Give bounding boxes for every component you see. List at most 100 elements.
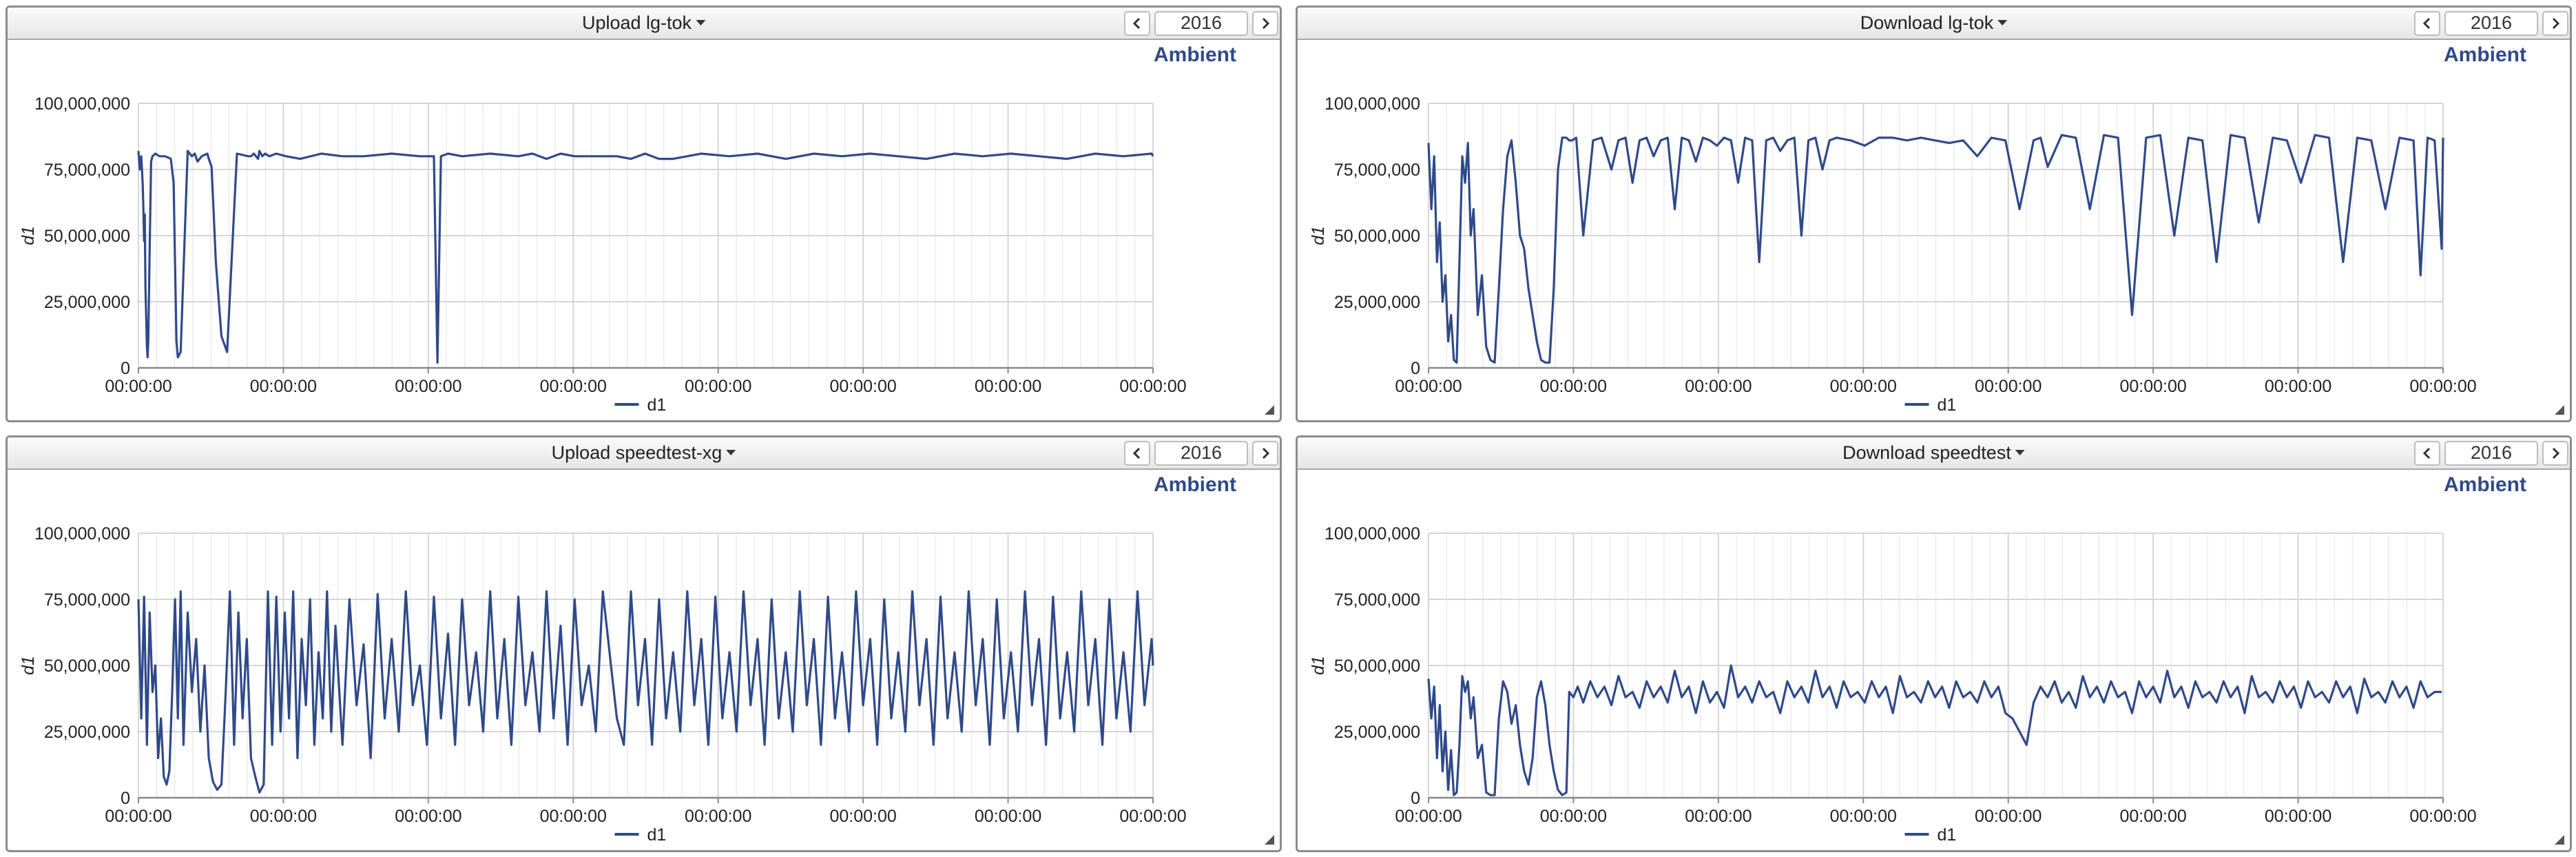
x-tick-label: 00:00:00 [250,807,317,826]
prev-year-button[interactable] [1124,10,1150,36]
prev-year-button[interactable] [2414,10,2440,36]
brand-logo: Ambient [1154,43,1236,66]
y-tick-label: 50,000,000 [44,227,130,246]
chart-panel-upload-lg-tok: Upload lg-tok Ambient 0 25,000,000 50,000,… [6,6,1282,422]
series-line-d1 [1427,664,2442,796]
panel-title: Download speedtest [1842,442,2011,463]
y-tick-label: 0 [1411,789,1420,808]
y-tick-label: 50,000,000 [1334,227,1420,246]
y-axis-label: d1 [19,656,38,675]
legend-label-d1: d1 [1938,395,1957,415]
year-navigation [2414,10,2568,36]
y-axis-label: d1 [1309,656,1328,675]
x-tick-label: 00:00:00 [685,377,751,396]
panel-header: Download speedtest [1298,437,2570,470]
y-tick-label: 75,000,000 [44,590,130,610]
panel-title-dropdown[interactable]: Download lg-tok [1860,8,2008,39]
chevron-right-icon [2552,17,2560,29]
year-input[interactable] [1154,10,1248,36]
x-tick-label: 00:00:00 [2119,377,2186,396]
x-tick-label: 00:00:00 [975,807,1041,826]
x-tick-label: 00:00:00 [2265,377,2331,396]
next-year-button[interactable] [2542,10,2568,36]
x-tick-label: 00:00:00 [250,377,317,396]
x-tick-label: 00:00:00 [1395,807,1462,826]
caret-down-icon [726,449,736,455]
x-tick-label: 00:00:00 [2409,377,2476,396]
brand-logo: Ambient [1154,473,1236,496]
next-year-button[interactable] [1252,10,1278,36]
brand-logo: Ambient [2444,473,2526,496]
x-tick-label: 00:00:00 [105,807,172,826]
chart-panel-upload-speedtest-xg: Upload speedtest-xg Ambient 0 25,000,000 5… [6,435,1282,852]
x-tick-label: 00:00:00 [540,377,607,396]
caret-down-icon [1997,19,2008,25]
year-navigation [1124,10,1278,36]
chart-panel-download-lg-tok: Download lg-tok Ambient 0 25,000,000 50,00… [1296,6,2572,422]
x-tick-label: 00:00:00 [1685,807,1752,826]
next-year-button[interactable] [2542,440,2568,466]
x-tick-label: 00:00:00 [395,377,461,396]
y-tick-label: 0 [1411,359,1420,378]
resize-handle[interactable] [1265,405,1274,415]
year-navigation [2414,440,2568,466]
series-line-d1 [137,590,1154,794]
prev-year-button[interactable] [1124,440,1150,466]
legend-label-d1: d1 [647,825,667,845]
resize-handle[interactable] [2555,405,2564,415]
x-tick-label: 00:00:00 [685,807,751,826]
y-tick-label: 0 [121,789,130,808]
x-tick-label: 00:00:00 [1540,807,1607,826]
y-tick-label: 25,000,000 [1334,723,1420,742]
panel-title: Upload lg-tok [581,12,692,33]
x-tick-label: 00:00:00 [1830,377,1897,396]
y-axis-label: d1 [19,226,38,245]
x-tick-label: 00:00:00 [975,377,1041,396]
x-tick-label: 00:00:00 [1540,377,1607,396]
resize-handle[interactable] [2555,835,2564,845]
series-line-d1 [1427,134,2444,364]
chevron-left-icon [2422,17,2431,29]
year-input[interactable] [1154,440,1248,466]
caret-down-icon [696,19,706,25]
x-tick-label: 00:00:00 [829,377,896,396]
caret-down-icon [2015,449,2025,455]
panel-title-dropdown[interactable]: Upload speedtest-xg [552,437,736,468]
y-tick-label: 100,000,000 [34,524,130,544]
x-tick-label: 00:00:00 [2265,807,2331,826]
chevron-left-icon [1132,447,1141,459]
brand-logo: Ambient [2444,43,2526,66]
y-tick-label: 75,000,000 [1334,590,1420,610]
line-chart: 0 25,000,000 50,000,000 75,000,000 100,000,0… [1309,94,2477,415]
panel-title-dropdown[interactable]: Download speedtest [1842,437,2025,468]
y-tick-label: 100,000,000 [1325,524,1420,544]
x-tick-label: 00:00:00 [1119,807,1186,826]
prev-year-button[interactable] [2414,440,2440,466]
line-chart: 0 25,000,000 50,000,000 75,000,000 100,000,0… [1309,524,2477,845]
y-tick-label: 100,000,000 [1325,94,1420,114]
x-tick-label: 00:00:00 [1975,807,2042,826]
resize-handle[interactable] [1265,835,1274,845]
y-tick-label: 25,000,000 [44,723,130,742]
y-tick-label: 0 [121,359,130,378]
y-tick-label: 25,000,000 [1334,293,1420,312]
x-tick-label: 00:00:00 [105,377,172,396]
panel-title-dropdown[interactable]: Upload lg-tok [581,8,706,39]
x-tick-label: 00:00:00 [2409,807,2476,826]
y-tick-label: 25,000,000 [44,293,130,312]
year-input[interactable] [2444,10,2538,36]
y-tick-label: 75,000,000 [44,161,130,180]
legend-label-d1: d1 [647,395,667,415]
chevron-right-icon [2552,447,2560,459]
x-tick-label: 00:00:00 [1685,377,1752,396]
x-tick-label: 00:00:00 [1395,377,1462,396]
chevron-left-icon [2422,447,2431,459]
panel-title: Download lg-tok [1860,12,1994,33]
year-input[interactable] [2444,440,2538,466]
panel-title: Upload speedtest-xg [551,442,723,463]
x-tick-label: 00:00:00 [540,807,607,826]
legend-label-d1: d1 [1938,825,1957,845]
year-navigation [1124,440,1278,466]
next-year-button[interactable] [1252,440,1278,466]
